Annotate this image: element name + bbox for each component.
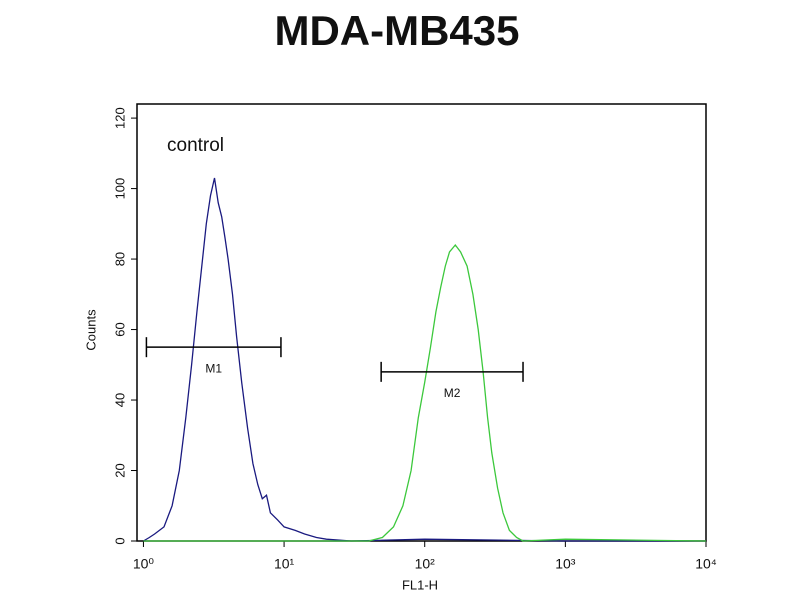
histogram-line xyxy=(143,243,707,542)
x-tick-label: 10³ xyxy=(555,556,576,572)
y-tick-label: 80 xyxy=(112,252,127,266)
gate-label: M2 xyxy=(444,386,461,400)
x-tick-label: 10¹ xyxy=(274,556,295,572)
y-axis-label: Counts xyxy=(83,309,98,351)
x-tick-label: 10² xyxy=(415,556,436,572)
x-tick-label: 10⁴ xyxy=(695,556,717,572)
x-axis-label: FL1-H xyxy=(402,577,438,592)
annotation: control xyxy=(167,135,224,156)
y-tick-label: 60 xyxy=(112,322,127,336)
histogram-line xyxy=(143,177,706,542)
x-tick-label: 10⁰ xyxy=(133,556,155,572)
chart-title: MDA-MB435 xyxy=(274,7,519,54)
y-tick-label: 20 xyxy=(112,463,127,477)
y-tick-label: 100 xyxy=(112,178,127,200)
y-tick-label: 0 xyxy=(112,537,127,544)
gate-label: M1 xyxy=(205,361,222,375)
y-tick-label: 40 xyxy=(112,393,127,407)
y-tick-label: 120 xyxy=(112,107,127,129)
plot-frame xyxy=(136,103,707,542)
